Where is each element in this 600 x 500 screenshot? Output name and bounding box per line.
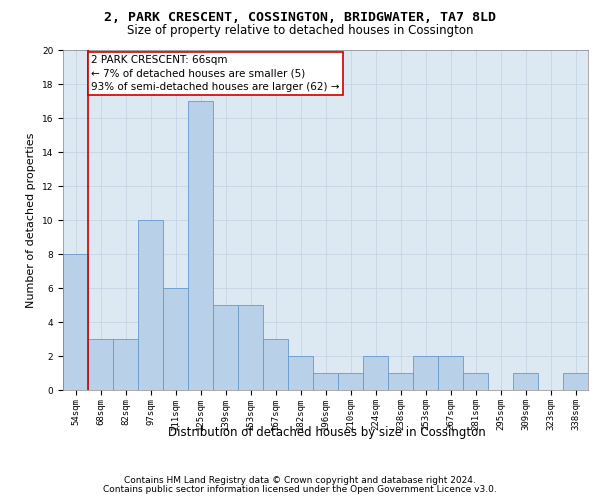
Bar [413,356,438,390]
Bar [388,373,413,390]
Bar [313,373,338,390]
Bar [513,373,538,390]
Bar [238,305,263,390]
Bar [288,356,313,390]
Text: Distribution of detached houses by size in Cossington: Distribution of detached houses by size … [168,426,486,439]
Bar [138,220,163,390]
Bar [213,305,238,390]
Bar [263,339,288,390]
Bar [88,339,113,390]
Bar [463,373,488,390]
Y-axis label: Number of detached properties: Number of detached properties [26,132,36,308]
Bar [188,101,213,390]
Bar [338,373,363,390]
Bar [563,373,588,390]
Text: Contains public sector information licensed under the Open Government Licence v3: Contains public sector information licen… [103,484,497,494]
Text: 2 PARK CRESCENT: 66sqm
← 7% of detached houses are smaller (5)
93% of semi-detac: 2 PARK CRESCENT: 66sqm ← 7% of detached … [91,55,340,92]
Text: Contains HM Land Registry data © Crown copyright and database right 2024.: Contains HM Land Registry data © Crown c… [124,476,476,485]
Bar [438,356,463,390]
Bar [363,356,388,390]
Bar [63,254,88,390]
Bar [163,288,188,390]
Bar [113,339,138,390]
Text: Size of property relative to detached houses in Cossington: Size of property relative to detached ho… [127,24,473,37]
Text: 2, PARK CRESCENT, COSSINGTON, BRIDGWATER, TA7 8LD: 2, PARK CRESCENT, COSSINGTON, BRIDGWATER… [104,11,496,24]
